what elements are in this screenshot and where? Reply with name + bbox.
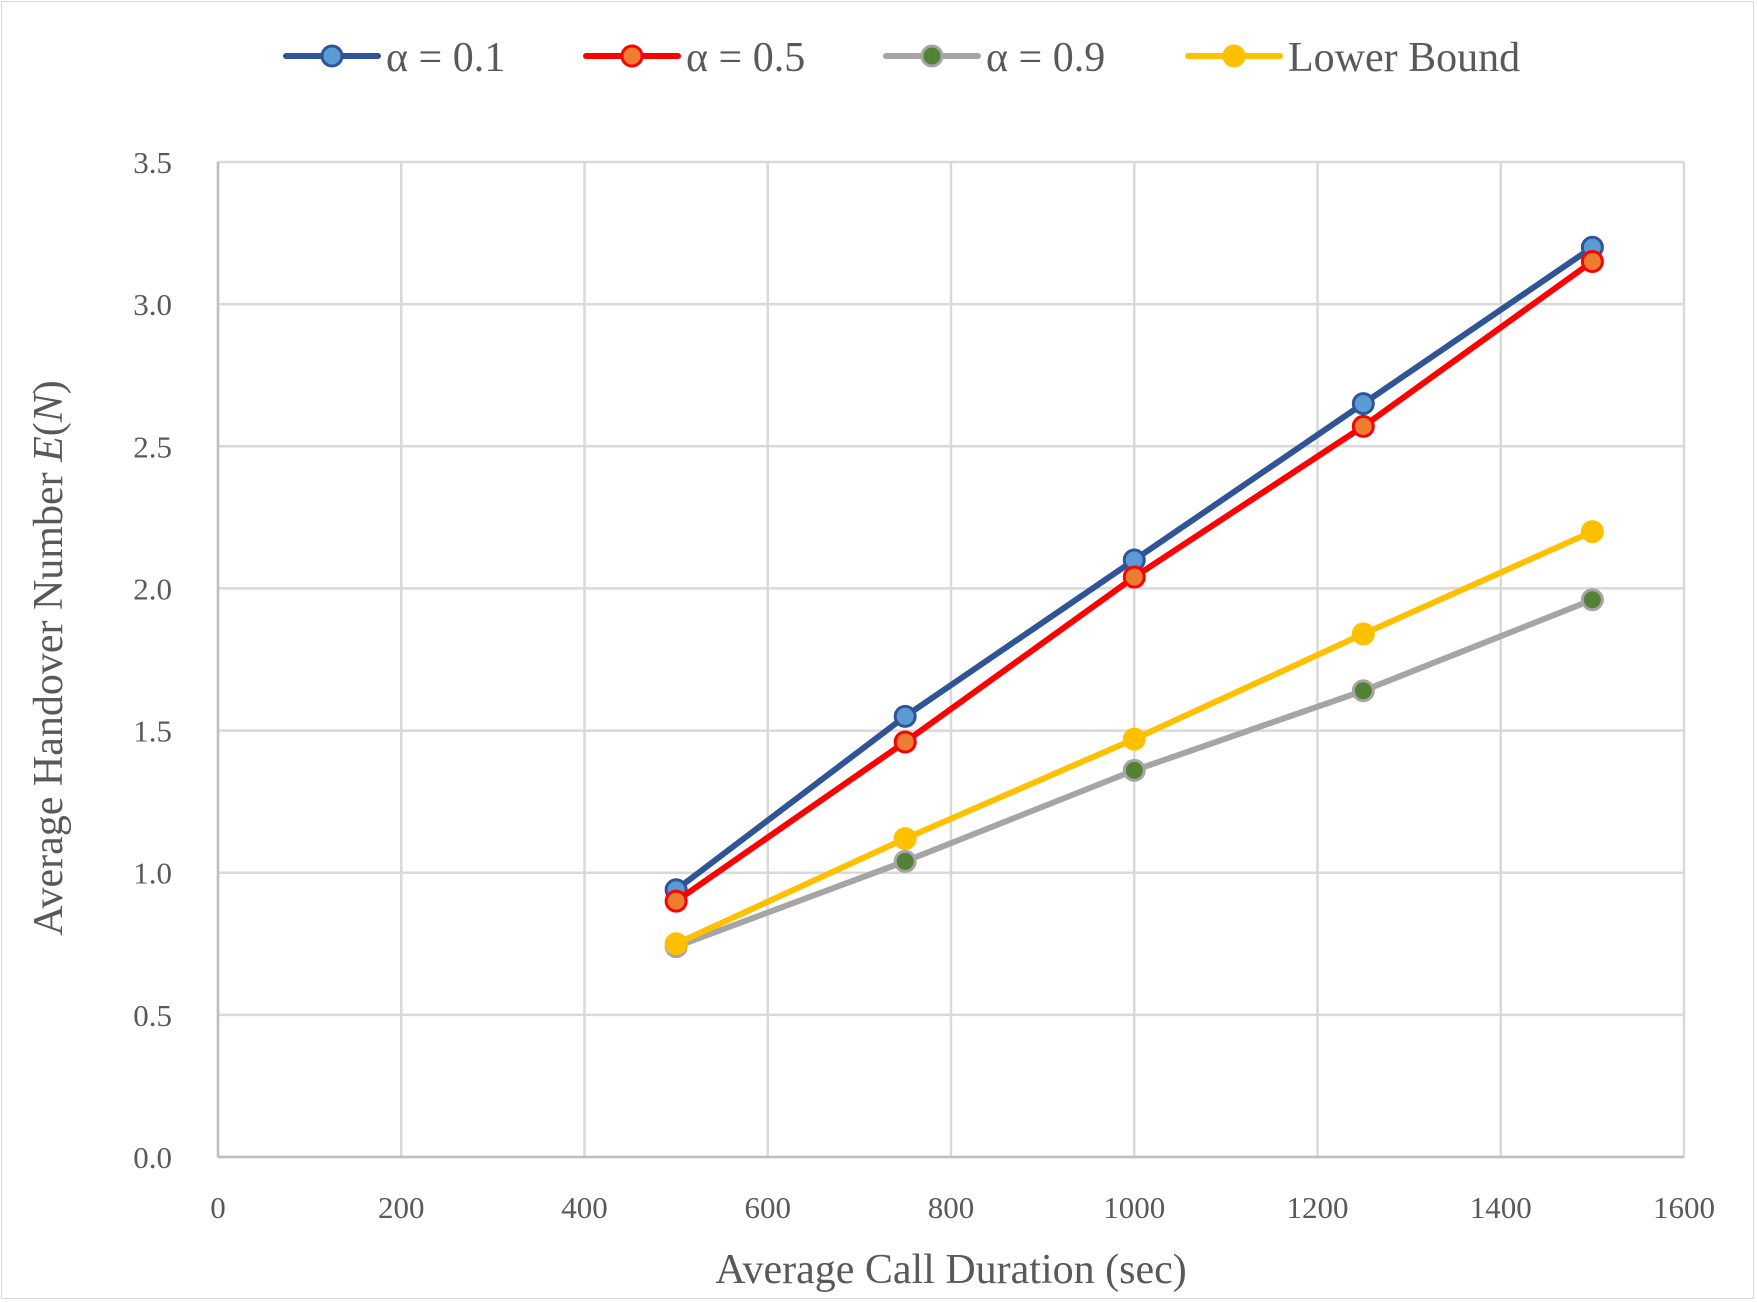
legend-item: α = 0.1 xyxy=(283,35,505,81)
y-tick-label: 0.0 xyxy=(133,1140,172,1175)
gridlines xyxy=(216,160,1686,1159)
y-axis-title-italic-e: E xyxy=(26,436,72,463)
y-tick-label: 2.0 xyxy=(133,571,172,606)
data-point xyxy=(893,730,917,754)
legend: α = 0.1 α = 0.5 α = 0.9 Lower Bound xyxy=(283,35,1520,81)
y-axis-title-italic-n: N xyxy=(26,392,72,423)
x-tick-label: 1000 xyxy=(1103,1190,1165,1225)
y-tick-label: 0.5 xyxy=(133,998,172,1033)
data-point xyxy=(1351,392,1375,416)
data-point xyxy=(1122,565,1146,589)
data-point xyxy=(1580,520,1604,544)
series-layer xyxy=(664,235,1604,959)
y-tick-label: 1.0 xyxy=(133,856,172,891)
data-point xyxy=(1122,727,1146,751)
x-tick-label: 800 xyxy=(928,1190,975,1225)
legend-label: α = 0.1 xyxy=(386,35,505,81)
data-point xyxy=(893,849,917,873)
data-point xyxy=(893,704,917,728)
series-2 xyxy=(664,588,1604,959)
legend-swatch-marker xyxy=(1222,44,1246,68)
x-axis-title: Average Call Duration (sec) xyxy=(715,1247,1187,1293)
legend-swatch-marker xyxy=(320,44,344,68)
y-axis-title-prefix: Average Handover Number xyxy=(26,462,72,936)
y-axis-ticks: 0.0 0.5 1.0 1.5 2.0 2.5 3.0 3.5 xyxy=(133,145,172,1175)
data-point xyxy=(1351,414,1375,438)
x-tick-label: 1600 xyxy=(1653,1190,1715,1225)
x-tick-label: 1200 xyxy=(1287,1190,1349,1225)
y-axis-title-paren-close: ) xyxy=(26,380,72,394)
legend-swatch-marker xyxy=(620,44,644,68)
y-axis-title-paren-open: ( xyxy=(26,422,72,436)
legend-label: Lower Bound xyxy=(1288,35,1520,81)
legend-label: α = 0.9 xyxy=(986,35,1105,81)
data-point xyxy=(664,889,688,913)
y-axis-title: Average Handover Number E(N) xyxy=(26,380,72,936)
x-tick-label: 0 xyxy=(210,1190,226,1225)
y-tick-label: 3.0 xyxy=(133,287,172,322)
data-point xyxy=(893,827,917,851)
data-point xyxy=(1351,622,1375,646)
x-axis-ticks: 0 200 400 600 800 1000 1200 1400 1600 xyxy=(210,1190,1715,1225)
data-point xyxy=(1580,250,1604,273)
x-tick-label: 1400 xyxy=(1470,1190,1532,1225)
legend-swatch-marker xyxy=(920,44,944,68)
y-tick-label: 3.5 xyxy=(133,145,172,180)
legend-item: α = 0.5 xyxy=(583,35,805,81)
x-tick-label: 400 xyxy=(561,1190,608,1225)
series-3 xyxy=(664,520,1604,956)
legend-label: α = 0.5 xyxy=(686,35,805,81)
data-point xyxy=(1351,679,1375,703)
legend-item: α = 0.9 xyxy=(883,35,1105,81)
data-point xyxy=(1580,588,1604,612)
y-tick-label: 1.5 xyxy=(133,714,172,749)
series-1 xyxy=(664,250,1604,913)
x-tick-label: 600 xyxy=(745,1190,792,1225)
x-tick-label: 200 xyxy=(378,1190,425,1225)
data-point xyxy=(1122,758,1146,782)
y-tick-label: 2.5 xyxy=(133,429,172,464)
legend-item: Lower Bound xyxy=(1185,35,1520,81)
data-point xyxy=(664,932,688,956)
